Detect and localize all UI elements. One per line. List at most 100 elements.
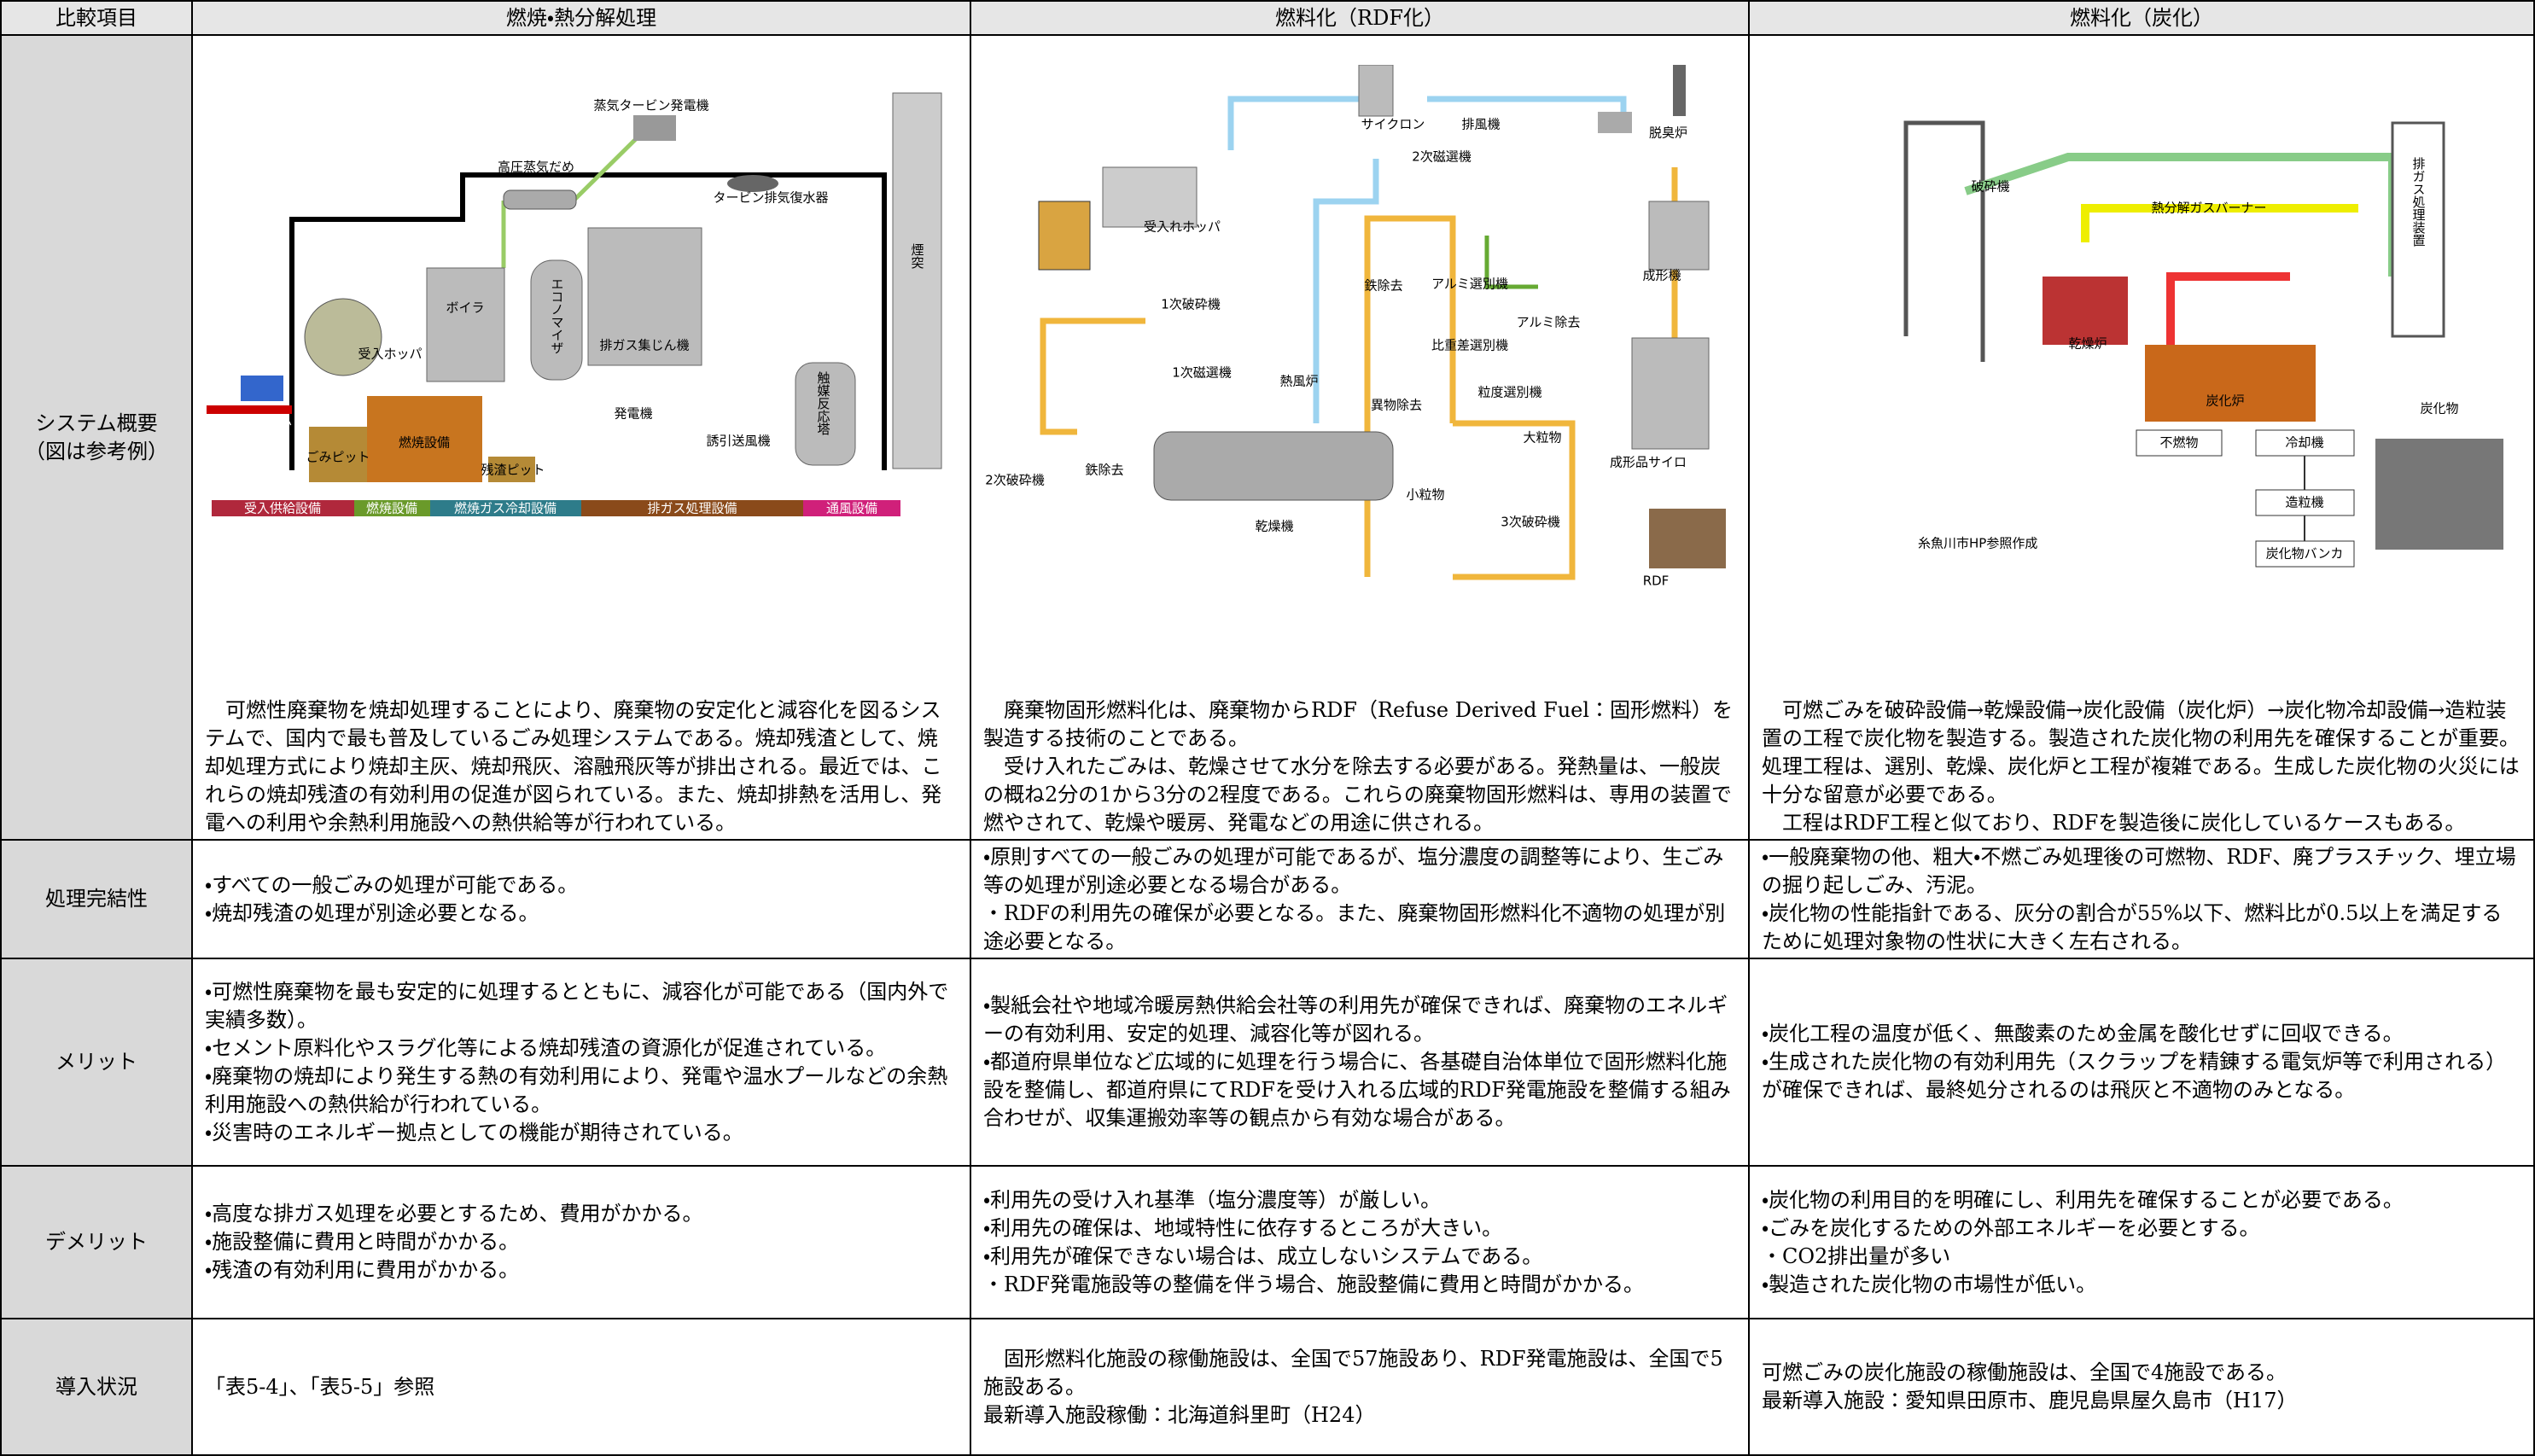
table-cell: ・利用先の受け入れ基準（塩分濃度等）が厳しい。・利用先の確保は、地域特性に依存す… [971, 1167, 1748, 1318]
row-label-text: デメリット [45, 1230, 148, 1254]
diagram-label: 3次破砕機 [1501, 515, 1560, 530]
diagram-label: 通風設備 [826, 501, 877, 516]
cell-text: 最新導入施設稼働：北海道斜里町（H24） [983, 1402, 1376, 1427]
table-cell: 可燃ごみの炭化施設の稼働施設は、全国で4施設である。 最新導入施設：愛知県田原市、… [1750, 1319, 2533, 1454]
row-label: デメリット [2, 1167, 191, 1318]
diagram-label: タービン排気復水器 [713, 190, 828, 206]
table-cell: ・原則すべての一般ごみの処理が可能であるが、塩分濃度の調整等により、生ごみ等の処… [971, 841, 1748, 958]
diagram-label: 小粒物 [1406, 487, 1444, 503]
diagram-label: アルミ除去 [1517, 315, 1581, 330]
diagram-label: 排風機 [1461, 117, 1500, 132]
diagram-label: 残渣ピット [481, 463, 545, 478]
cell-text: 固形燃料化施設の稼働施設は、全国で57施設あり、RDF発電施設は、全国で5施設あ… [983, 1346, 1723, 1399]
diagram-label: 熱風炉 [1279, 374, 1318, 389]
cell-text: 可燃ごみを破砕設備→乾燥設備→炭化設備（炭化炉）→炭化物冷却設備→造粒装置の工程… [1762, 698, 2520, 807]
header-cell: 燃焼・熱分解処理 [193, 2, 970, 34]
diagram-label: 蒸気タービン発電機 [593, 98, 708, 114]
diagram-label: 煙突 [910, 243, 925, 269]
diagram-label: RDF [1643, 574, 1670, 589]
row-label-text: 導入状況 [55, 1374, 137, 1399]
row-label: 導入状況 [2, 1319, 191, 1454]
cell-text: ・高度な排ガス処理を必要とするため、費用がかかる。 [205, 1202, 703, 1226]
rdf-diagram: サイクロン 排風機 脱臭炉 受入れホッパ 1次破砕機 2次磁選機 アルミ選別機 … [985, 65, 1726, 589]
cell-text: ・製紙会社や地域冷暖房熱供給会社等の利用先が確保できれば、廃棄物のエネルギーの有… [983, 993, 1728, 1045]
diagram-label: 大粒物 [1523, 430, 1561, 446]
diagram-label: 排ガス集じん機 [599, 338, 689, 353]
cell-text: ・施設整備に費用と時間がかかる。 [205, 1230, 520, 1254]
diagram-label: 2次磁選機 [1412, 149, 1471, 165]
diagram-label: 受入ホッパ [358, 347, 422, 362]
diagram-label: 粒度選別機 [1477, 385, 1541, 400]
table-cell: ・高度な排ガス処理を必要とするため、費用がかかる。 ・施設整備に費用と時間がかかる… [193, 1167, 970, 1318]
diagram-label: 脱臭炉 [1649, 125, 1687, 141]
cell-text: ・RDF発電施設等の整備を伴う場合、施設整備に費用と時間がかかる。 [983, 1272, 1644, 1296]
diagram-label: 発電機 [614, 406, 652, 422]
diagram-label: 鉄除去 [1085, 463, 1123, 478]
row-label-text: メリット [55, 1050, 137, 1074]
cell-text: ・生成された炭化物の有効利用先（スクラップを精錬する電気炉等で利用される）が確保… [1762, 1050, 2507, 1102]
cell-text: ・セメント原料化やスラグ化等による焼却残渣の資源化が促進されている。 [205, 1035, 887, 1060]
table-cell: ・一般廃棄物の他、粗大・不燃ごみ処理後の可燃物、RDF、廃プラスチック、埋立場の… [1750, 841, 2533, 958]
cell-text: ・すべての一般ごみの処理が可能である。 [205, 872, 579, 897]
diagram-label: ボイラ [446, 300, 484, 316]
cell-text: ・ごみを炭化するための外部エネルギーを必要とする。 [1762, 1215, 2260, 1240]
cell-text: ・災害時のエネルギー拠点としての機能が期待されている。 [205, 1120, 743, 1144]
diagram-label: 排ガス処理設備 [647, 501, 737, 516]
cell-text: ・可燃性廃棄物を最も安定的に処理するとともに、減容化が可能である（国内外で実績多… [205, 979, 949, 1032]
cell-text: ・炭化物の性能指針である、灰分の割合が55%以下、燃料比が0.5以上を満足するた… [1762, 900, 2503, 953]
diagram-label: 成形機 [1642, 268, 1681, 283]
cell-text: ・利用先の受け入れ基準（塩分濃度等）が厳しい。 [983, 1187, 1442, 1212]
diagram-label: 受入れホッパ [1144, 219, 1221, 235]
diagram-label: 触媒反応塔 [816, 371, 831, 435]
diagram-label: 乾燥炉 [2068, 336, 2107, 352]
row-label: メリット [2, 959, 191, 1165]
cell-text: 工程はRDF工程と似ており、RDFを製造後に炭化しているケースもある。 [1782, 811, 2466, 835]
diagram-label: サイクロン [1361, 117, 1425, 132]
cell-text: ・廃棄物の焼却により発生する熱の有効利用により、発電や温水プールなどの余熱利用施… [205, 1063, 948, 1116]
diagram-label: 異物除去 [1371, 398, 1422, 413]
diagram-label: 受入供給設備 [244, 501, 321, 516]
cell-text: ・製造された炭化物の市場性が低い。 [1762, 1272, 2097, 1296]
diagram-label: 1次磁選機 [1172, 365, 1232, 381]
diagram-label: 燃焼設備 [399, 435, 450, 451]
diagram-label: 燃焼ガス冷却設備 [454, 501, 557, 516]
cell-text: ・利用先の確保は、地域特性に依存するところが大きい。 [983, 1215, 1503, 1240]
diagram-label: 炭化炉 [2206, 393, 2244, 409]
cell-text: 受け入れたごみは、乾燥させて水分を除去する必要がある。発熱量は、一般炭の概ね2分… [983, 754, 1732, 835]
cell-text: ・都道府県単位など広域的に処理を行う場合に、各基礎自治体単位で固形燃料化施設を整… [983, 1050, 1731, 1130]
cell-text: ・CO2排出量が多い [1762, 1243, 1951, 1268]
diagram-label: 比重差選別機 [1431, 338, 1508, 353]
diagram-label: 乾燥機 [1255, 519, 1293, 534]
header-cell: 比較項目 [2, 2, 191, 34]
row-label: システム概要 （図は参考例） [2, 36, 191, 839]
cell-text: 廃棄物固形燃料化は、廃棄物からRDF（Refuse Derived Fuel：固… [983, 698, 1734, 750]
table-cell: ・可燃性廃棄物を最も安定的に処理するとともに、減容化が可能である（国内外で実績多… [193, 959, 970, 1165]
table-cell: ・炭化物の利用目的を明確にし、利用先を確保することが必要である。 ・ごみを炭化する… [1750, 1167, 2533, 1318]
table-cell: 「表5-4」、「表5-5」参照 [193, 1319, 970, 1454]
diagram-label: アルミ選別機 [1431, 277, 1508, 292]
table-cell: ・製紙会社や地域冷暖房熱供給会社等の利用先が確保できれば、廃棄物のエネルギーの有… [971, 959, 1748, 1165]
row-label-text: （図は参考例） [25, 439, 168, 463]
diagram-label: 炭化物 [2420, 401, 2458, 416]
cell-text: ・RDFの利用先の確保が必要となる。また、廃棄物固形燃料化不適物の処理が別途必要… [983, 900, 1726, 953]
diagram-label: 炭化物バンカ [2266, 546, 2344, 562]
diagram-label: 冷却機 [2285, 435, 2323, 451]
diagram-label: ごみピット [306, 450, 370, 465]
header-cell: 燃料化（RDF化） [971, 2, 1748, 34]
diagram-label: エコノマイザ [550, 277, 565, 354]
cell-text: 可燃性廃棄物を焼却処理することにより、廃棄物の安定化と減容化を図るシステムで、国… [205, 698, 942, 835]
diagram-label: 不燃物 [2159, 435, 2198, 451]
cell-text: ・一般廃棄物の他、粗大・不燃ごみ処理後の可燃物、RDF、廃プラスチック、埋立場の… [1762, 844, 2516, 897]
diagram-label: 鉄除去 [1364, 278, 1402, 294]
cell-text: ・残渣の有効利用に費用がかかる。 [205, 1258, 520, 1282]
diagram-label: 糸魚川市HP参照作成 [1918, 536, 2037, 551]
table-cell: ・すべての一般ごみの処理が可能である。 ・焼却残渣の処理が別途必要となる。 [193, 841, 970, 958]
carbonization-diagram: 熱分解ガスバーナー 乾燥炉 炭化炉 排ガス処理装置 冷却機 造粒機 炭化物バンカ… [1903, 120, 2503, 568]
cell-text: ・原則すべての一般ごみの処理が可能であるが、塩分濃度の調整等により、生ごみ等の処… [983, 844, 1724, 897]
table-cell: 固形燃料化施設の稼働施設は、全国で57施設あり、RDF発電施設は、全国で5施設あ… [971, 1319, 1748, 1454]
diagram-label: 高圧蒸気だめ [498, 160, 574, 175]
row-label: 処理完結性 [2, 841, 191, 958]
cell-text: 可燃ごみの炭化施設の稼働施設は、全国で4施設である。 [1762, 1360, 2287, 1384]
